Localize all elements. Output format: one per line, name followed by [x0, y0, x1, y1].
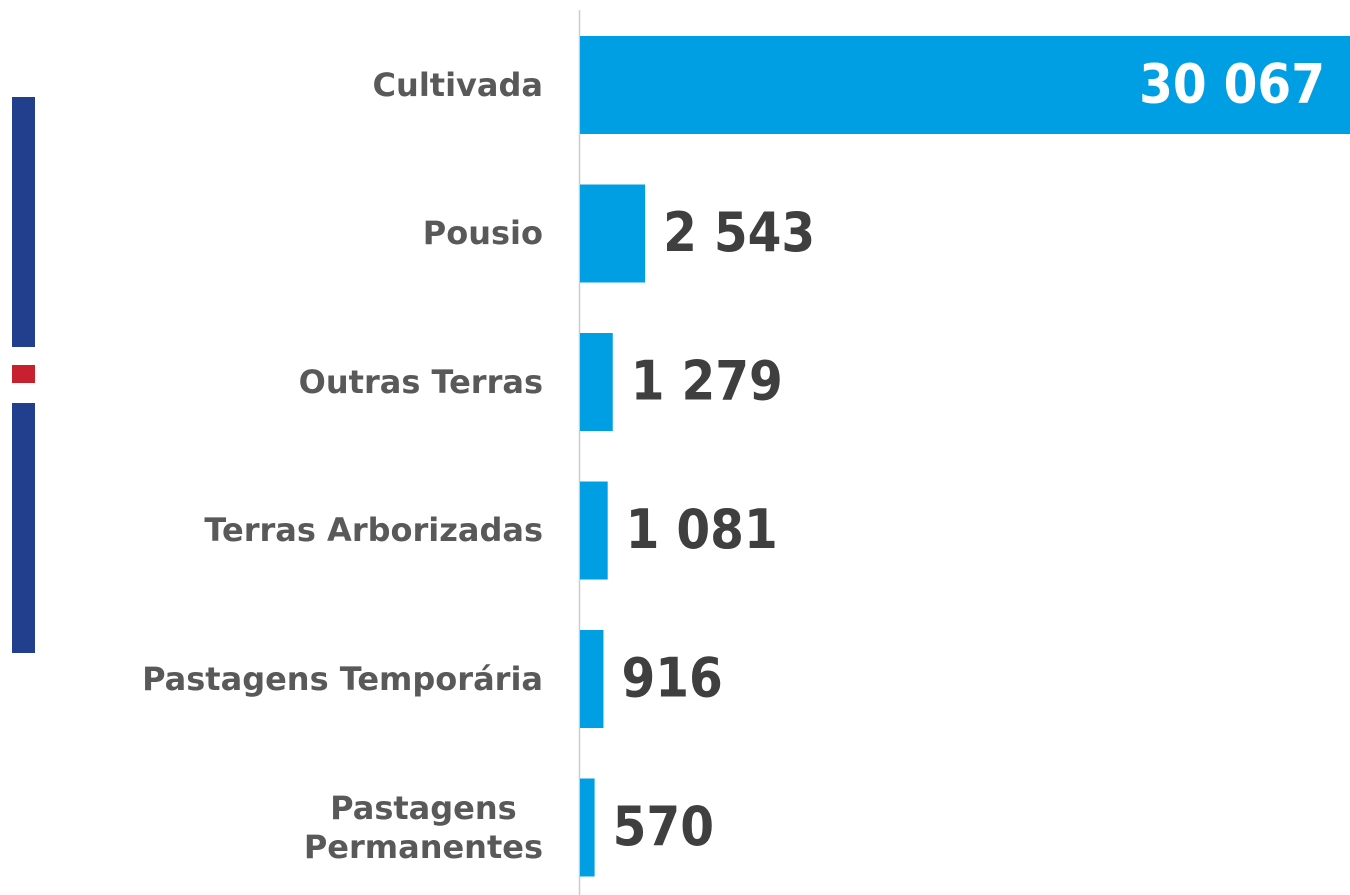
value-label: 30 067 [1139, 53, 1325, 116]
category-text: Outras Terras [298, 362, 543, 401]
decor-bar [12, 365, 35, 383]
category-label: Pastagens Permanentes [304, 768, 543, 888]
category-label: Cultivada [373, 25, 543, 145]
value-label: 1 279 [631, 350, 783, 413]
decor-bar [12, 97, 35, 347]
value-label: 2 543 [663, 201, 815, 264]
value-label: 570 [613, 795, 714, 858]
category-text: Terras Arborizadas [204, 511, 543, 550]
bar [580, 333, 613, 431]
category-text: Pastagens Permanentes [303, 789, 543, 866]
category-label: Pastagens Temporária [142, 619, 543, 739]
category-label: Pousio [423, 174, 543, 294]
bar [580, 184, 646, 283]
bar [580, 778, 595, 877]
decor-bar [12, 403, 35, 653]
category-text: Pastagens Temporária [142, 659, 543, 698]
category-text: Cultivada [372, 65, 543, 104]
bar [580, 481, 608, 580]
value-label: 1 081 [626, 498, 778, 561]
bar [580, 630, 604, 728]
value-label: 916 [621, 647, 722, 710]
category-label: Outras Terras [299, 322, 543, 442]
bar [580, 36, 1350, 134]
category-text: Pousio [422, 214, 543, 253]
category-label: Terras Arborizadas [204, 471, 543, 591]
